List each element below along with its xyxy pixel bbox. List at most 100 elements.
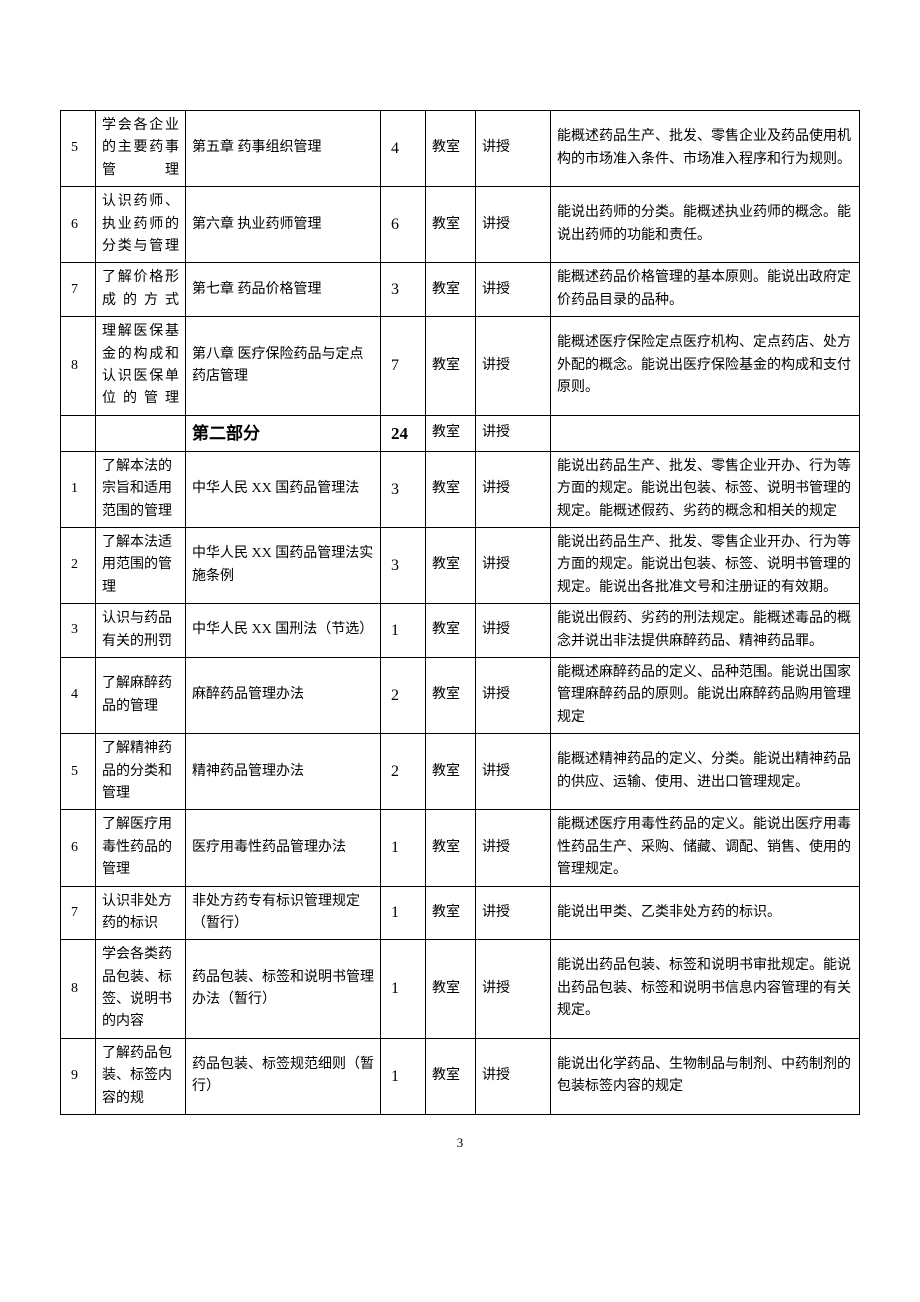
cell-requirement: 能说出假药、劣药的刑法规定。能概述毒品的概念并说出非法提供麻醉药品、精神药品罪。 [551,604,860,658]
cell-number: 8 [61,940,96,1039]
cell-method: 讲授 [476,451,551,527]
cell-hours: 7 [381,317,426,416]
cell-method: 讲授 [476,317,551,416]
table-row: 4了解麻醉药品的管理麻醉药品管理办法2教室讲授能概述麻醉药品的定义、品种范围。能… [61,658,860,734]
curriculum-table: 5学会各企业的主要药事管理第五章 药事组织管理4教室讲授能概述药品生产、批发、零… [60,110,860,1115]
cell-hours: 3 [381,263,426,317]
cell-objective: 了解医疗用毒性药品的管理 [96,810,186,886]
cell-method: 讲授 [476,886,551,940]
cell-method: 讲授 [476,604,551,658]
cell-place: 教室 [426,734,476,810]
table-row: 8理解医保基金的构成和认识医保单位的管理第八章 医疗保险药品与定点药店管理7教室… [61,317,860,416]
cell-method: 讲授 [476,940,551,1039]
cell-objective: 学会各企业的主要药事管理 [96,111,186,187]
cell-hours: 3 [381,451,426,527]
cell-objective: 了解价格形成的方式 [96,263,186,317]
table-row: 第二部分24教室讲授 [61,415,860,451]
cell-objective: 认识非处方药的标识 [96,886,186,940]
cell-objective: 了解麻醉药品的管理 [96,658,186,734]
table-row: 7认识非处方药的标识非处方药专有标识管理规定（暂行）1教室讲授能说出甲类、乙类非… [61,886,860,940]
cell-place: 教室 [426,1038,476,1114]
cell-method: 讲授 [476,1038,551,1114]
cell-requirement: 能说出药师的分类。能概述执业药师的概念。能说出药师的功能和责任。 [551,187,860,263]
cell-method: 讲授 [476,658,551,734]
cell-hours: 1 [381,886,426,940]
cell-hours: 4 [381,111,426,187]
cell-method: 讲授 [476,187,551,263]
cell-content: 中华人民 XX 国药品管理法 [186,451,381,527]
cell-method: 讲授 [476,263,551,317]
table-row: 1了解本法的宗旨和适用范围的管理中华人民 XX 国药品管理法3教室讲授能说出药品… [61,451,860,527]
cell-objective: 理解医保基金的构成和认识医保单位的管理 [96,317,186,416]
cell-objective: 了解本法的宗旨和适用范围的管理 [96,451,186,527]
cell-place: 教室 [426,810,476,886]
cell-requirement: 能概述麻醉药品的定义、品种范围。能说出国家管理麻醉药品的原则。能说出麻醉药品购用… [551,658,860,734]
table-row: 5了解精神药品的分类和管理精神药品管理办法2教室讲授能概述精神药品的定义、分类。… [61,734,860,810]
cell-requirement: 能概述精神药品的定义、分类。能说出精神药品的供应、运输、使用、进出口管理规定。 [551,734,860,810]
cell-content: 第七章 药品价格管理 [186,263,381,317]
cell-number: 7 [61,886,96,940]
cell-requirement: 能说出甲类、乙类非处方药的标识。 [551,886,860,940]
cell-content: 第六章 执业药师管理 [186,187,381,263]
cell-requirement: 能说出化学药品、生物制品与制剂、中药制剂的包装标签内容的规定 [551,1038,860,1114]
table-row: 7了解价格形成的方式第七章 药品价格管理3教室讲授能概述药品价格管理的基本原则。… [61,263,860,317]
cell-objective: 了解药品包装、标签内容的规 [96,1038,186,1114]
cell-content: 中华人民 XX 国刑法（节选） [186,604,381,658]
cell-method: 讲授 [476,111,551,187]
cell-hours: 1 [381,604,426,658]
cell-number: 6 [61,187,96,263]
cell-place: 教室 [426,263,476,317]
cell-content: 精神药品管理办法 [186,734,381,810]
cell-requirement: 能说出药品包装、标签和说明书审批规定。能说出药品包装、标签和说明书信息内容管理的… [551,940,860,1039]
cell-requirement: 能概述药品价格管理的基本原则。能说出政府定价药品目录的品种。 [551,263,860,317]
cell-number [61,415,96,451]
cell-number: 6 [61,810,96,886]
cell-content: 医疗用毒性药品管理办法 [186,810,381,886]
cell-objective: 了解精神药品的分类和管理 [96,734,186,810]
table-row: 6了解医疗用毒性药品的管理医疗用毒性药品管理办法1教室讲授能概述医疗用毒性药品的… [61,810,860,886]
cell-hours: 6 [381,187,426,263]
cell-place: 教室 [426,187,476,263]
cell-place: 教室 [426,451,476,527]
cell-content: 药品包装、标签和说明书管理办法（暂行） [186,940,381,1039]
cell-place: 教室 [426,658,476,734]
cell-place: 教室 [426,886,476,940]
table-row: 9了解药品包装、标签内容的规药品包装、标签规范细则（暂行）1教室讲授能说出化学药… [61,1038,860,1114]
cell-hours: 1 [381,810,426,886]
cell-objective: 认识与药品有关的刑罚 [96,604,186,658]
cell-method: 讲授 [476,810,551,886]
cell-requirement: 能说出药品生产、批发、零售企业开办、行为等方面的规定。能说出包装、标签、说明书管… [551,451,860,527]
cell-hours: 24 [381,415,426,451]
cell-content: 第五章 药事组织管理 [186,111,381,187]
cell-content: 麻醉药品管理办法 [186,658,381,734]
cell-objective: 认识药师、执业药师的分类与管理 [96,187,186,263]
cell-place: 教室 [426,528,476,604]
cell-objective: 学会各类药品包装、标签、说明书的内容 [96,940,186,1039]
cell-number: 2 [61,528,96,604]
page-number: 3 [60,1135,860,1151]
cell-hours: 1 [381,940,426,1039]
cell-hours: 3 [381,528,426,604]
cell-number: 5 [61,111,96,187]
cell-place: 教室 [426,111,476,187]
table-row: 6认识药师、执业药师的分类与管理第六章 执业药师管理6教室讲授能说出药师的分类。… [61,187,860,263]
cell-objective [96,415,186,451]
cell-method: 讲授 [476,528,551,604]
cell-requirement [551,415,860,451]
table-row: 2了解本法适用范围的管理中华人民 XX 国药品管理法实施条例3教室讲授能说出药品… [61,528,860,604]
cell-content: 药品包装、标签规范细则（暂行） [186,1038,381,1114]
cell-requirement: 能概述医疗保险定点医疗机构、定点药店、处方外配的概念。能说出医疗保险基金的构成和… [551,317,860,416]
cell-requirement: 能概述医疗用毒性药品的定义。能说出医疗用毒性药品生产、采购、储藏、调配、销售、使… [551,810,860,886]
cell-requirement: 能概述药品生产、批发、零售企业及药品使用机构的市场准入条件、市场准入程序和行为规… [551,111,860,187]
cell-requirement: 能说出药品生产、批发、零售企业开办、行为等方面的规定。能说出包装、标签、说明书管… [551,528,860,604]
cell-number: 5 [61,734,96,810]
table-row: 8学会各类药品包装、标签、说明书的内容药品包装、标签和说明书管理办法（暂行）1教… [61,940,860,1039]
cell-place: 教室 [426,940,476,1039]
cell-content: 中华人民 XX 国药品管理法实施条例 [186,528,381,604]
table-row: 3认识与药品有关的刑罚中华人民 XX 国刑法（节选）1教室讲授能说出假药、劣药的… [61,604,860,658]
cell-place: 教室 [426,415,476,451]
cell-objective: 了解本法适用范围的管理 [96,528,186,604]
cell-place: 教室 [426,317,476,416]
cell-number: 7 [61,263,96,317]
cell-number: 4 [61,658,96,734]
